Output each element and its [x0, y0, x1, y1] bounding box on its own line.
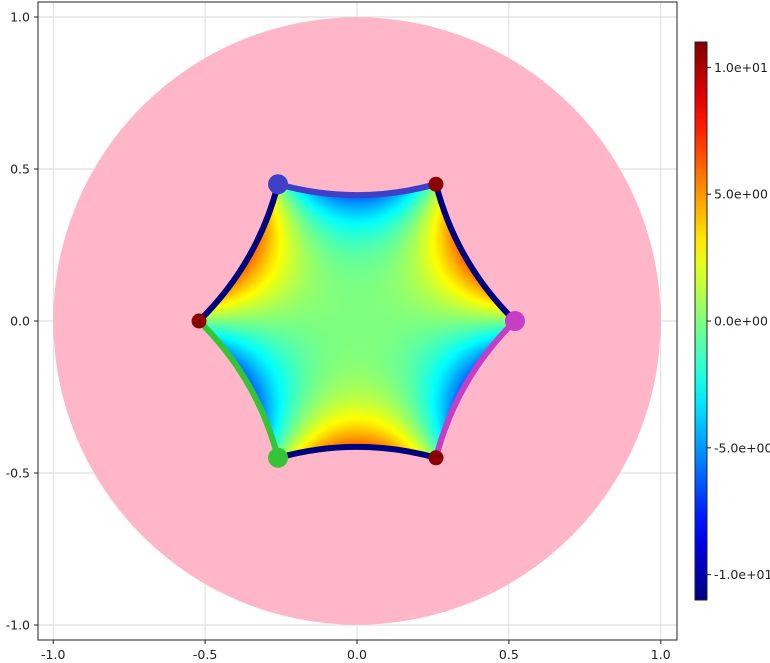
boundary-arc [196, 318, 282, 461]
boundary-arc [432, 318, 518, 461]
vertex-marker [191, 313, 207, 329]
vertex-marker [428, 450, 444, 466]
boundary-arc [432, 181, 518, 324]
x-tick-label: -1.0 [41, 647, 65, 662]
boundary-arc [275, 443, 439, 461]
y-tick-label: 1.0 [10, 10, 30, 25]
x-tick-label: -0.5 [193, 647, 217, 662]
x-tick-label: 0.5 [499, 647, 519, 662]
x-tick-label: 1.0 [651, 647, 671, 662]
colorbar-bar [694, 41, 708, 601]
y-tick-label: 0.5 [10, 162, 30, 177]
colorbar-tick-label: 0.0e+00 [714, 314, 768, 329]
y-tick-label: -0.5 [6, 466, 30, 481]
vertex-marker [268, 174, 289, 195]
vertex-marker [504, 311, 525, 331]
colorbar: 1.0e+01 5.0e+00 0.0e+00 -5.0e+00 -1.0e+01 [694, 41, 770, 601]
plot-area [53, 17, 661, 625]
colorbar-tick-label: 1.0e+01 [714, 60, 768, 75]
colorbar-tick-label: 5.0e+00 [714, 187, 768, 202]
boundary-arc [196, 181, 282, 324]
x-tick-label: 0.0 [347, 647, 367, 662]
y-tick-label: -1.0 [6, 618, 30, 633]
boundary-arc [275, 181, 439, 199]
vertex-marker [428, 176, 444, 192]
colorbar-tick-label: -5.0e+00 [714, 440, 770, 455]
vertex-marker [268, 447, 289, 468]
y-tick-label: 0.0 [10, 314, 30, 329]
colorbar-tick-label: -1.0e+01 [714, 567, 770, 582]
